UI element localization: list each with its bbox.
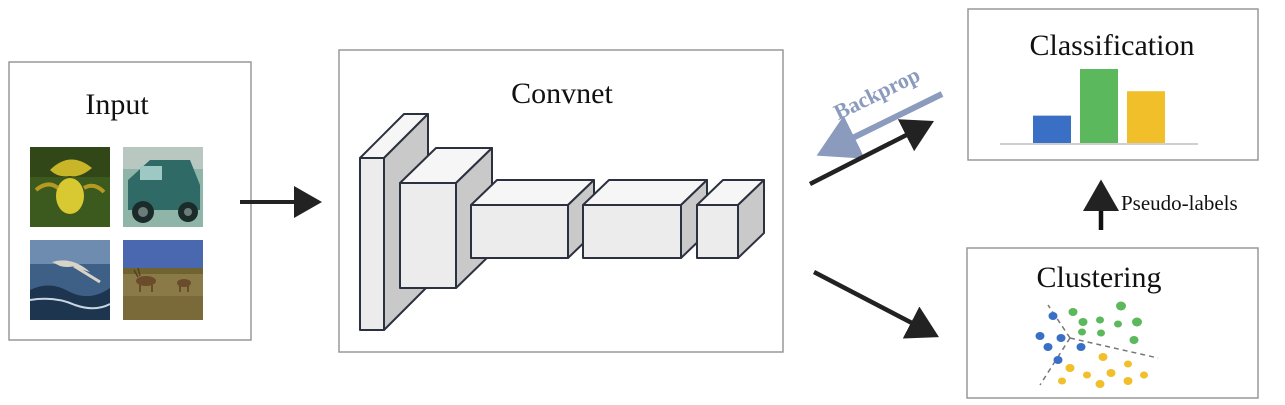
conv-layer-3: [470, 179, 595, 259]
input-image-deer: [123, 240, 203, 320]
cluster-yellow: [1058, 353, 1148, 388]
input-image-flower: [30, 147, 110, 227]
classification-bar-3: [1127, 91, 1165, 143]
input-panel: Input: [8, 61, 252, 341]
input-image-bird: [29, 240, 111, 320]
clustering-panel: Clustering: [966, 247, 1259, 399]
convnet-panel: Convnet: [338, 49, 784, 353]
classification-panel: Classification: [967, 8, 1259, 161]
cluster-blue: [1035, 312, 1086, 364]
backprop-arrow: [816, 91, 944, 159]
cluster-green: [1068, 301, 1142, 344]
conv-layer-4: [582, 179, 708, 259]
backprop-label: Backprop: [830, 62, 924, 125]
classification-bars: [1033, 69, 1165, 143]
arrow-convnet-to-classification: [808, 119, 935, 187]
classification-bar-2: [1080, 69, 1118, 143]
classification-bar-1: [1033, 115, 1071, 143]
backprop-arrow-group: Backprop: [816, 62, 944, 159]
clustering-title: Clustering: [1037, 261, 1162, 294]
input-title: Input: [85, 88, 149, 121]
arrow-convnet-to-clustering: [812, 270, 939, 339]
pseudo-labels-label: Pseudo-labels: [1121, 191, 1238, 215]
conv-layer-5: [696, 179, 765, 259]
convnet-title: Convnet: [511, 77, 613, 110]
input-image-car: [123, 147, 203, 227]
classification-title: Classification: [1030, 29, 1195, 62]
